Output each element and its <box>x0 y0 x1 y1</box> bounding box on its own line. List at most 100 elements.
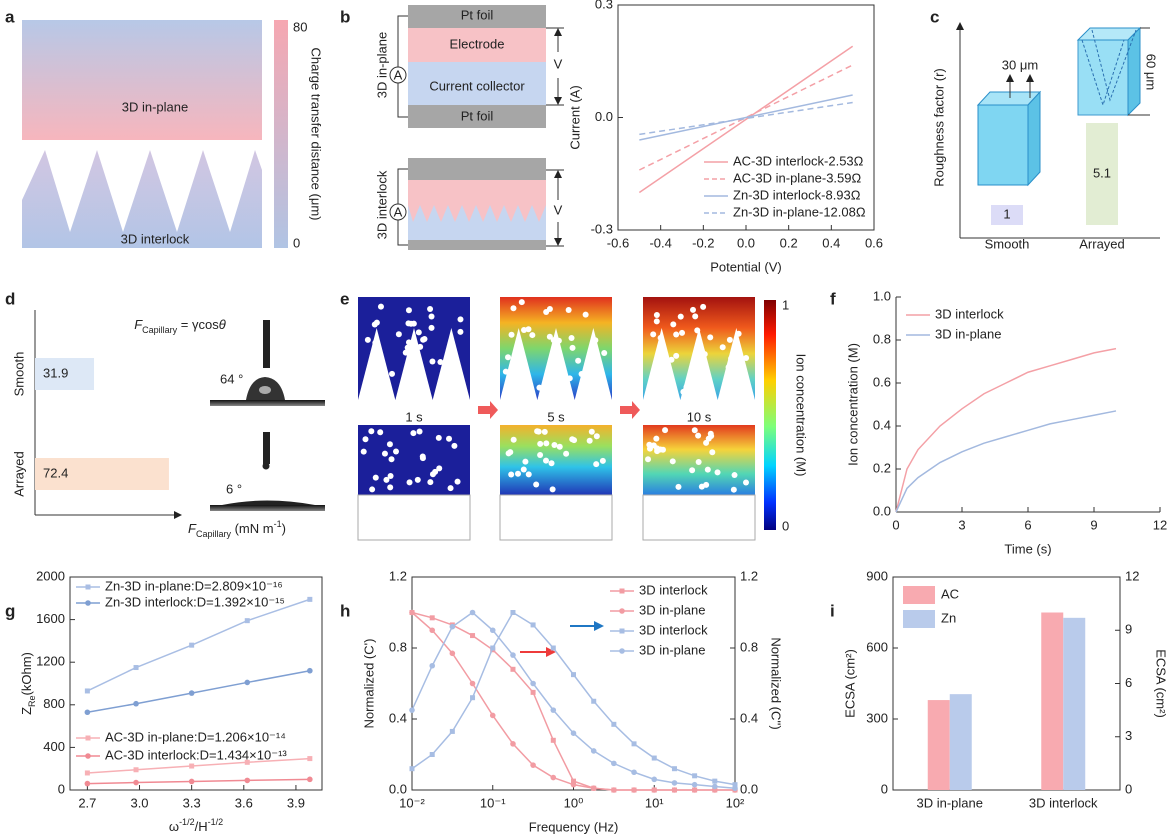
text-part: (mN m <box>231 521 274 536</box>
text-part: (kOhm) <box>19 652 34 695</box>
x-tick-label: 3.0 <box>130 795 148 810</box>
pore <box>658 364 665 371</box>
legend-label: AC-3D interlock-2.53Ω <box>733 153 864 168</box>
pore <box>368 379 375 386</box>
panel-letter: f <box>830 289 836 308</box>
y-tick-label: 800 <box>43 696 65 711</box>
bar <box>949 694 972 790</box>
point <box>631 787 637 793</box>
pore <box>575 357 582 364</box>
pore <box>698 483 705 490</box>
x-tick-label: 3D in-plane <box>917 795 984 810</box>
legend-marker <box>85 600 91 606</box>
point <box>651 776 658 783</box>
pore <box>548 366 555 373</box>
pore <box>557 390 564 397</box>
bar <box>35 358 95 390</box>
legend-label: 3D in-plane <box>639 602 706 617</box>
pore <box>432 468 439 475</box>
pore <box>375 370 382 377</box>
pore <box>360 448 367 455</box>
series-line <box>639 101 853 136</box>
pore <box>541 428 548 435</box>
pore <box>404 344 411 351</box>
x-axis-label: ω-1/2/H-1/2 <box>169 817 223 834</box>
y-tick-label: 400 <box>43 739 65 754</box>
formula: FCapillary = γcosθ <box>134 317 226 335</box>
pore <box>592 337 599 344</box>
series-line <box>895 347 1117 513</box>
pore <box>525 326 532 333</box>
layer-label: Pt foil <box>461 7 494 22</box>
in-plane-block <box>22 20 262 140</box>
label: 3D in-plane <box>122 99 189 114</box>
x-tick-label: 0.6 <box>865 235 883 250</box>
point <box>550 737 556 743</box>
pore <box>536 384 543 391</box>
point <box>490 645 496 651</box>
interlock-cell <box>389 158 564 250</box>
y-tick-label: -0.3 <box>591 221 613 236</box>
pore <box>586 437 593 444</box>
pore <box>406 479 413 486</box>
value-label: 1 <box>1003 206 1010 221</box>
point <box>510 652 516 658</box>
y-tick-label: 0.2 <box>873 460 891 475</box>
point <box>510 666 516 672</box>
pore <box>446 435 453 442</box>
pore <box>709 449 716 456</box>
y-tick-label: 0.0 <box>389 781 407 796</box>
text-part: /H <box>195 819 208 834</box>
pore <box>548 387 555 394</box>
legend-label: 3D in-plane <box>639 642 706 657</box>
point <box>133 700 139 707</box>
x-axis-label: Potential (V) <box>710 259 782 274</box>
x-tick-label: 0 <box>892 517 899 532</box>
point <box>711 783 718 790</box>
colorbar-tick: 0 <box>293 235 300 250</box>
text-part: Z <box>19 707 34 715</box>
x-tick-label: -0.6 <box>607 235 629 250</box>
point <box>691 781 698 788</box>
point <box>550 645 556 651</box>
pore <box>387 472 394 479</box>
legend-label: Zn-3D interlock-8.93Ω <box>733 187 861 202</box>
bar <box>1063 617 1086 790</box>
y-tick-label: 0 <box>881 781 888 796</box>
pore <box>387 484 394 491</box>
x-axis-label: Time (s) <box>1004 541 1051 556</box>
pore <box>556 443 563 450</box>
point <box>449 650 456 657</box>
y2-tick-label: 0 <box>1125 781 1132 796</box>
legend-label: Zn-3D in-plane:D=2.809×10⁻¹⁶ <box>105 578 283 593</box>
pore <box>705 387 712 394</box>
cell-title: 3D interlock <box>374 170 389 239</box>
point <box>611 721 617 727</box>
panel-letter: g <box>5 601 15 620</box>
legend-swatch <box>903 610 935 628</box>
pore <box>404 376 411 383</box>
pore <box>694 327 701 334</box>
text-part: ) <box>282 521 286 536</box>
point <box>530 689 536 695</box>
x-tick-label: 6 <box>1024 517 1031 532</box>
plot-frame <box>892 576 1121 791</box>
pore <box>408 320 415 327</box>
pore <box>692 313 699 320</box>
interlock-block <box>22 150 262 248</box>
panel-letter: c <box>930 7 939 26</box>
point <box>429 627 436 634</box>
pore <box>514 381 521 388</box>
x-tick-label: 0.4 <box>822 235 840 250</box>
pore <box>428 324 435 331</box>
contact-angle: 6 ° <box>226 481 242 496</box>
text-part: ω <box>169 819 179 834</box>
pore <box>368 384 375 391</box>
pore <box>578 370 585 377</box>
pore <box>377 429 384 436</box>
pore <box>368 428 375 435</box>
text-part: F <box>188 521 197 536</box>
dimension: 60 μm <box>1144 54 1159 90</box>
series-line <box>87 669 310 713</box>
pore <box>592 365 599 372</box>
